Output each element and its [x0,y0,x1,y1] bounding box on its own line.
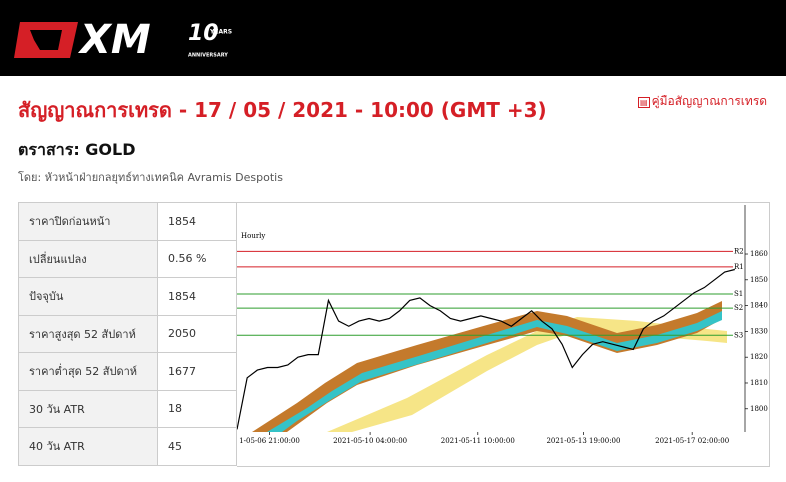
anniversary-text: ANNIVERSARY [188,53,228,59]
table-row: เปลี่ยนแปลง 0.56 % [18,239,237,278]
indicator-bands [252,301,727,432]
row-value: 0.56 % [157,239,237,278]
logo-text: XM [77,17,151,63]
table-row: 40 วัน ATR 45 [18,427,237,466]
row-value: 1677 [157,352,237,391]
instrument: ตราสาร: GOLD [18,140,136,159]
guide-text[interactable]: คู่มือสัญญาณการเทรด [651,94,768,108]
x-tick-label: 2021-05-13 19:00:00 [546,437,620,445]
row-value: 1854 [157,202,237,241]
row-label: ราคาสูงสุด 52 สัปดาห์ [18,314,158,353]
guide-link[interactable]: ▤ คู่มือสัญญาณการเทรด [638,94,768,108]
y-tick-label: 1830 [750,327,768,335]
chart: Hourly 1800 1810 1820 1830 1840 1850 1860 1-05-0… [236,205,768,445]
table-row: 30 วัน ATR 18 [18,389,237,428]
x-tick-label: 2021-05-11 10:00:00 [441,437,515,445]
y-tick-label: 1810 [750,379,768,387]
level-label: R2 [734,247,744,255]
row-label: ราคาต่ำสุด 52 สัปดาห์ [18,352,158,391]
logo[interactable]: XM 10 YEARS ANNIVERSARY [0,0,260,76]
price-line [236,268,735,430]
years-text: YEARS [209,29,232,36]
y-tick-label: 1820 [750,353,768,361]
level-label: R1 [734,263,744,271]
row-label: เปลี่ยนแปลง [18,239,158,278]
level-label: S1 [734,290,743,298]
author: โดย: หัวหน้าฝ่ายกลยุทธ์ทางเทคนิค Avramis… [18,171,283,184]
anniversary-number: 10 [188,21,219,46]
chart-frame: Hourly 1800 1810 1820 1830 1840 1850 1860 1-05-0… [236,202,770,467]
page-title: สัญญาณการเทรด - 17 / 05 / 2021 - 10:00 (… [18,98,547,122]
row-label: ราคาปิดก่อนหน้า [18,202,158,241]
table-row: ราคาต่ำสุด 52 สัปดาห์ 1677 [18,352,237,391]
row-value: 45 [157,427,237,466]
level-label: S3 [734,331,743,339]
table-row: ราคาสูงสุด 52 สัปดาห์ 2050 [18,314,237,353]
y-tick-label: 1840 [750,302,768,310]
row-label: 40 วัน ATR [18,427,158,466]
row-value: 2050 [157,314,237,353]
table-row: ปัจจุบัน 1854 [18,277,237,316]
table-row: ราคาปิดก่อนหน้า 1854 [18,202,237,241]
row-value: 1854 [157,277,237,316]
x-tick-label: 2021-05-17 02:00:00 [655,437,729,445]
row-label: 30 วัน ATR [18,389,158,428]
y-tick-label: 1800 [750,405,768,413]
chart-title: Hourly [241,232,265,240]
y-tick-label: 1850 [750,276,768,284]
level-label: S2 [734,304,743,312]
row-label: ปัจจุบัน [18,277,158,316]
x-tick-label: 2021-05-10 04:00:00 [333,437,407,445]
y-tick-label: 1860 [750,250,768,258]
row-value: 18 [157,389,237,428]
x-tick-label: 1-05-06 21:00:00 [239,437,300,445]
stats-table: ราคาปิดก่อนหน้า 1854 เปลี่ยนแปลง 0.56 % ปัจจ… [18,202,237,466]
header-bar: XM 10 YEARS ANNIVERSARY [0,0,786,76]
